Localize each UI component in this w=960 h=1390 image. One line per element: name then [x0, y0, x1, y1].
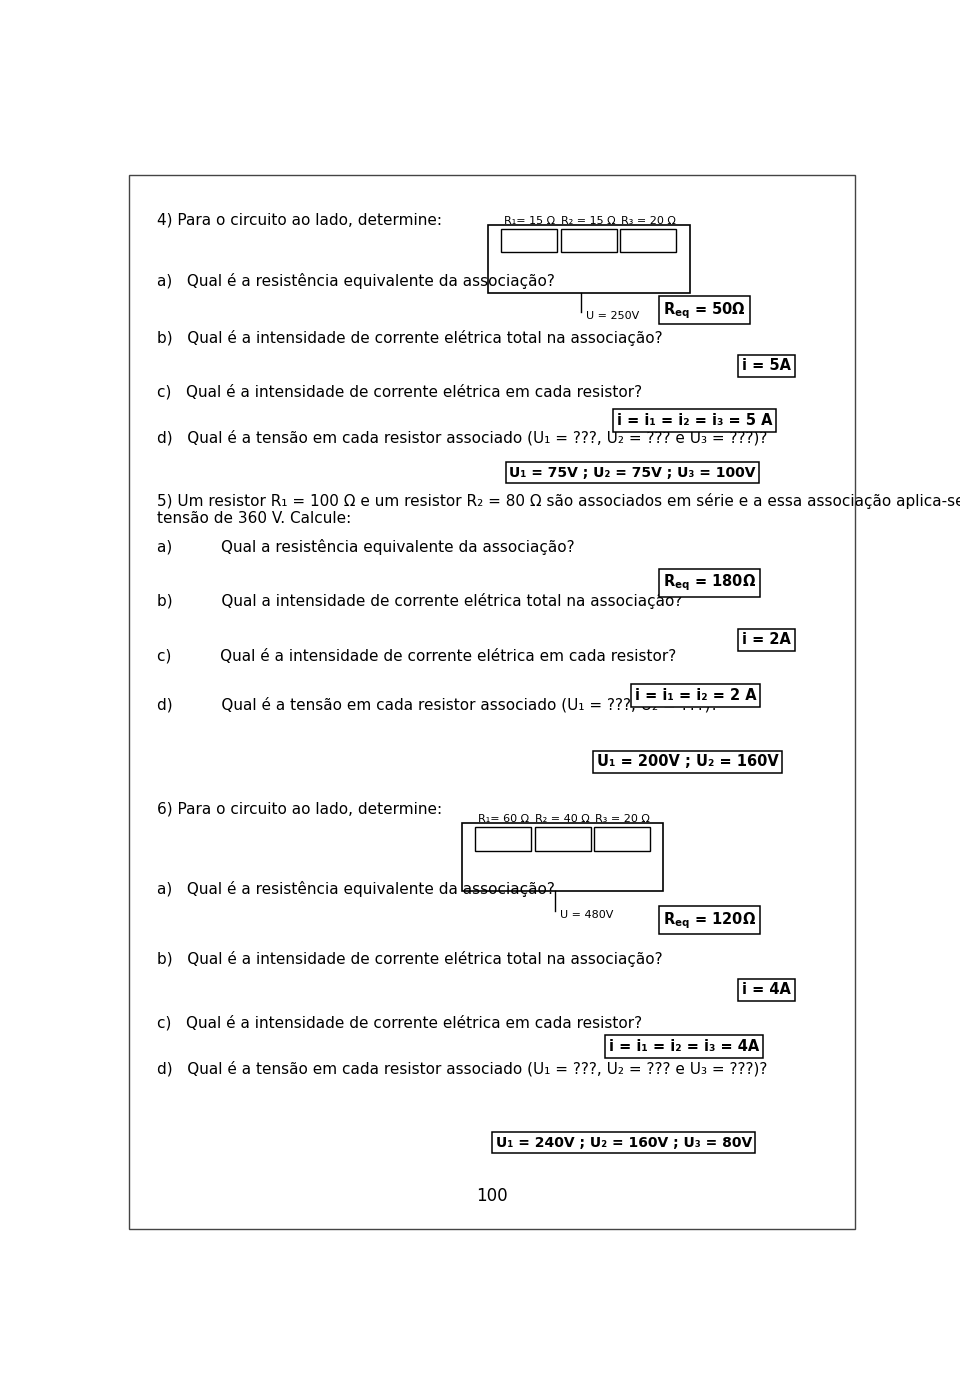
Text: R₂ = 15 Ω: R₂ = 15 Ω	[562, 215, 616, 225]
Text: 4) Para o circuito ao lado, determine:: 4) Para o circuito ao lado, determine:	[157, 213, 443, 228]
Text: i = i₁ = i₂ = i₃ = 4A: i = i₁ = i₂ = i₃ = 4A	[609, 1040, 759, 1054]
Text: b)   Qual é a intensidade de corrente elétrica total na associação?: b) Qual é a intensidade de corrente elét…	[157, 329, 662, 346]
Text: R$_{\mathregular{eq}}$ = 120Ω: R$_{\mathregular{eq}}$ = 120Ω	[663, 910, 756, 930]
Text: i = i₁ = i₂ = 2 A: i = i₁ = i₂ = 2 A	[635, 688, 756, 703]
Bar	[475, 827, 531, 851]
Bar	[620, 229, 676, 253]
Text: d)   Qual é a tensão em cada resistor associado (U₁ = ???, U₂ = ??? e U₃ = ???)?: d) Qual é a tensão em cada resistor asso…	[157, 430, 768, 445]
Text: R$_{\mathregular{eq}}$ = 180Ω: R$_{\mathregular{eq}}$ = 180Ω	[663, 573, 756, 594]
Text: i = i₁ = i₂ = i₃ = 5 A: i = i₁ = i₂ = i₃ = 5 A	[617, 413, 773, 428]
Bar	[488, 225, 689, 293]
Text: U₁ = 240V ; U₂ = 160V ; U₃ = 80V: U₁ = 240V ; U₂ = 160V ; U₃ = 80V	[495, 1136, 752, 1150]
Text: R$_{\mathregular{eq}}$ = 50Ω: R$_{\mathregular{eq}}$ = 50Ω	[663, 300, 746, 321]
Bar	[561, 229, 616, 253]
Text: U₁ = 200V ; U₂ = 160V: U₁ = 200V ; U₂ = 160V	[597, 755, 779, 770]
Text: R₃ = 20 Ω: R₃ = 20 Ω	[621, 215, 676, 225]
Text: U = 250V: U = 250V	[587, 311, 639, 321]
Text: a)   Qual é a resistência equivalente da associação?: a) Qual é a resistência equivalente da a…	[157, 881, 555, 898]
Text: d)          Qual é a tensão em cada resistor associado (U₁ = ???, U₂ = ???)?: d) Qual é a tensão em cada resistor asso…	[157, 698, 719, 713]
Text: U₁ = 75V ; U₂ = 75V ; U₃ = 100V: U₁ = 75V ; U₂ = 75V ; U₃ = 100V	[509, 466, 756, 480]
Text: a)          Qual a resistência equivalente da associação?: a) Qual a resistência equivalente da ass…	[157, 539, 575, 555]
Text: c)   Qual é a intensidade de corrente elétrica em cada resistor?: c) Qual é a intensidade de corrente elét…	[157, 384, 642, 399]
Text: i = 2A: i = 2A	[742, 632, 791, 648]
Text: R₃ = 20 Ω: R₃ = 20 Ω	[595, 815, 650, 824]
Text: R₂ = 40 Ω: R₂ = 40 Ω	[536, 815, 590, 824]
Text: i = 4A: i = 4A	[742, 983, 791, 998]
Bar	[594, 827, 650, 851]
Bar	[535, 827, 590, 851]
Text: a)   Qual é a resistência equivalente da associação?: a) Qual é a resistência equivalente da a…	[157, 274, 555, 289]
Text: b)          Qual a intensidade de corrente elétrica total na associação?: b) Qual a intensidade de corrente elétri…	[157, 594, 683, 609]
Text: d)   Qual é a tensão em cada resistor associado (U₁ = ???, U₂ = ??? e U₃ = ???)?: d) Qual é a tensão em cada resistor asso…	[157, 1062, 768, 1077]
Bar	[462, 823, 663, 891]
Text: c)          Qual é a intensidade de corrente elétrica em cada resistor?: c) Qual é a intensidade de corrente elét…	[157, 648, 677, 663]
Text: 5) Um resistor R₁ = 100 Ω e um resistor R₂ = 80 Ω são associados em série e a es: 5) Um resistor R₁ = 100 Ω e um resistor …	[157, 492, 960, 509]
Text: 100: 100	[476, 1187, 508, 1205]
Text: i = 5A: i = 5A	[742, 359, 791, 374]
Text: R₁= 15 Ω: R₁= 15 Ω	[504, 215, 555, 225]
Bar	[501, 229, 557, 253]
Text: b)   Qual é a intensidade de corrente elétrica total na associação?: b) Qual é a intensidade de corrente elét…	[157, 951, 662, 967]
Text: 6) Para o circuito ao lado, determine:: 6) Para o circuito ao lado, determine:	[157, 802, 443, 816]
Text: c)   Qual é a intensidade de corrente elétrica em cada resistor?: c) Qual é a intensidade de corrente elét…	[157, 1015, 642, 1031]
Text: U = 480V: U = 480V	[561, 909, 613, 920]
Text: R₁= 60 Ω: R₁= 60 Ω	[477, 815, 529, 824]
Text: tensão de 360 V. Calcule:: tensão de 360 V. Calcule:	[157, 512, 351, 527]
